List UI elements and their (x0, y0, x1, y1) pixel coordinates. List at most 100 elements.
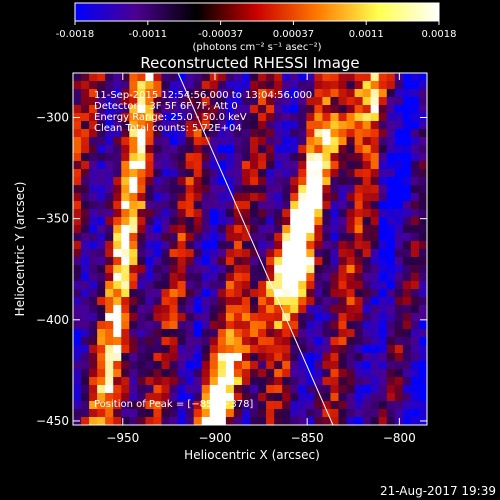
heatmap-cell (402, 113, 412, 122)
heatmap-cell (266, 377, 275, 386)
heatmap-cell (225, 313, 235, 322)
heatmap-cell (250, 281, 259, 290)
heatmap-cell (314, 201, 324, 210)
heatmap-cell (169, 409, 179, 418)
heatmap-cell (370, 113, 380, 122)
heatmap-cell (314, 193, 324, 202)
heatmap-cell (89, 353, 98, 362)
heatmap-cell (378, 401, 388, 410)
heatmap-cell (137, 233, 147, 242)
heatmap-cell (97, 145, 106, 154)
heatmap-cell (290, 377, 299, 386)
heatmap-cell (89, 329, 98, 338)
heatmap-cell (322, 193, 332, 202)
heatmap-cell (145, 193, 155, 202)
heatmap-cell (386, 337, 396, 346)
heatmap-cell (209, 401, 219, 410)
heatmap-cell (322, 249, 332, 258)
heatmap-cell (153, 73, 163, 82)
heatmap-cell (306, 201, 315, 210)
heatmap-cell (402, 369, 412, 378)
heatmap-cell (137, 113, 147, 122)
heatmap-cell (217, 385, 227, 394)
heatmap-cell (113, 81, 122, 90)
heatmap-cell (193, 121, 203, 130)
heatmap-cell (282, 81, 291, 90)
heatmap-cell (177, 209, 187, 218)
heatmap-cell (97, 321, 106, 330)
heatmap-cell (274, 393, 283, 402)
heatmap-cell (137, 129, 147, 138)
heatmap-cell (209, 161, 219, 170)
heatmap-cell (370, 313, 380, 322)
heatmap-cell (193, 153, 203, 162)
heatmap-cell (169, 249, 179, 258)
heatmap-cell (250, 361, 259, 370)
heatmap-cell (145, 145, 155, 154)
heatmap-cell (250, 377, 259, 386)
heatmap-cell (322, 337, 332, 346)
heatmap-cell (250, 137, 259, 146)
heatmap-cell (137, 409, 147, 418)
heatmap-cell (258, 377, 267, 386)
heatmap-cell (201, 249, 211, 258)
heatmap-cell (217, 113, 227, 122)
heatmap-cell (370, 337, 380, 346)
heatmap-cell (185, 377, 195, 386)
heatmap-cell (362, 129, 372, 138)
heatmap-cell (153, 321, 163, 330)
heatmap-cell (258, 417, 267, 425)
heatmap-cell (282, 177, 291, 186)
heatmap-cell (89, 89, 98, 98)
heatmap-cell (225, 105, 235, 114)
heatmap-cell (290, 137, 299, 146)
heatmap-cell (338, 401, 348, 410)
heatmap-cell (81, 313, 90, 322)
heatmap-cell (314, 241, 324, 250)
heatmap-cell (418, 225, 427, 234)
heatmap-cell (330, 225, 340, 234)
heatmap-cell (330, 401, 340, 410)
heatmap-cell (266, 393, 275, 402)
heatmap-cell (137, 401, 147, 410)
heatmap-cell (322, 209, 332, 218)
heatmap-cell (402, 121, 412, 130)
heatmap-cell (201, 201, 211, 210)
heatmap-cell (290, 97, 299, 106)
heatmap-cell (266, 113, 275, 122)
heatmap-cell (402, 145, 412, 154)
heatmap-cell (306, 89, 315, 98)
heatmap-cell (129, 289, 138, 298)
heatmap-cell (209, 393, 219, 402)
heatmap-cell (258, 409, 267, 418)
heatmap-cell (241, 233, 251, 242)
heatmap-cell (113, 313, 122, 322)
heatmap-cell (225, 321, 235, 330)
heatmap-cell (209, 201, 219, 210)
heatmap-cell (89, 241, 98, 250)
heatmap-cell (410, 177, 420, 186)
heatmap-cell (113, 73, 122, 82)
heatmap-cell (378, 361, 388, 370)
heatmap-cell (113, 321, 122, 330)
heatmap-cell (346, 377, 356, 386)
heatmap-cell (193, 265, 203, 274)
heatmap-cell (258, 73, 267, 82)
heatmap-cell (129, 145, 138, 154)
heatmap-cell (81, 273, 90, 282)
heatmap-cell (121, 169, 130, 178)
heatmap-cell (362, 121, 372, 130)
heatmap-cell (290, 233, 299, 242)
heatmap-cell (314, 369, 324, 378)
heatmap-cell (97, 265, 106, 274)
heatmap-cell (137, 193, 147, 202)
heatmap-cell (274, 385, 283, 394)
heatmap-cell (81, 305, 90, 314)
heatmap-cell (177, 345, 187, 354)
heatmap-cell (177, 89, 187, 98)
heatmap-cell (225, 241, 235, 250)
heatmap-cell (209, 281, 219, 290)
heatmap-cell (121, 257, 130, 266)
heatmap-cell (209, 353, 219, 362)
heatmap-cell (370, 137, 380, 146)
